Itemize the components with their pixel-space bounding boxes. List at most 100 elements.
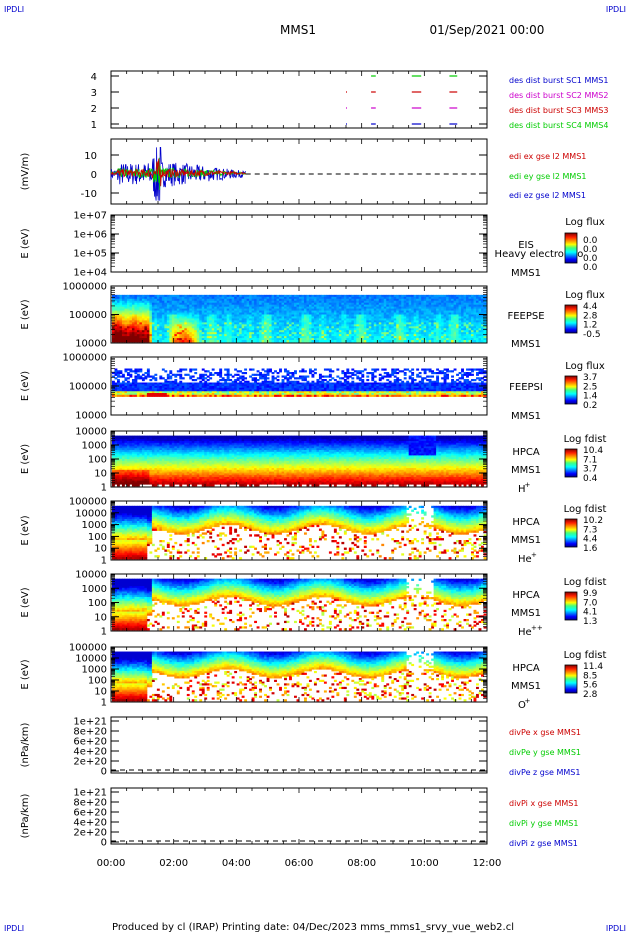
y-tick-label: 100: [88, 676, 107, 687]
y-tick-label: 1e+05: [73, 249, 107, 260]
instrument-label: HPCA: [512, 663, 540, 674]
colorbar-value: 7.1: [583, 455, 597, 465]
y-tick-label: 10000: [75, 427, 107, 438]
colorbar: [564, 664, 578, 694]
y-tick-label: 10000: [75, 508, 107, 519]
panel-frame: [110, 787, 488, 845]
colorbar-title: Log fdist: [564, 577, 607, 588]
efield-trace: [110, 157, 247, 191]
panel-edi-efield: (mV/m) -10 0 10 edi ex gse l2 MMS1 edi ey gse…: [20, 138, 587, 205]
colorbar-title: Log flux: [565, 290, 605, 301]
colorbar: [564, 232, 578, 264]
y-tick-label: 10: [94, 612, 107, 623]
spacecraft-label: MMS1: [511, 339, 541, 350]
y-tick-label: 1000000: [62, 282, 107, 293]
colorbar-value: 3.7: [583, 373, 597, 383]
species-label: H: [518, 484, 526, 495]
legend-entry: divPi y gse MMS1: [509, 819, 578, 828]
y-tick-label: 0: [101, 767, 107, 778]
spacecraft-label: MMS1: [511, 411, 541, 422]
colorbar-value: 4.4: [583, 535, 598, 545]
y-tick-label: 4: [91, 72, 97, 83]
efield-trace: [110, 147, 247, 201]
legend-entry: divPe z gse MMS1: [509, 768, 580, 777]
y-tick-label: 1: [101, 627, 107, 638]
spacecraft-label: MMS1: [511, 535, 541, 546]
colorbar-title: Log fdist: [564, 504, 607, 515]
colorbar: [564, 448, 578, 478]
legend-entry: divPe y gse MMS1: [509, 748, 581, 757]
y-tick-label: 6e+20: [73, 808, 107, 819]
y-tick-label: 1e+06: [73, 230, 107, 241]
colorbar-value: 8.5: [583, 671, 597, 681]
y-tick-label: 1000: [82, 441, 107, 452]
y-tick-label: 1000000: [62, 353, 107, 364]
charge-label: +: [525, 481, 531, 489]
y-tick-label: 1: [101, 483, 107, 494]
y-tick-label: 8e+20: [73, 727, 107, 738]
y-tick-label: 8e+20: [73, 798, 107, 809]
x-tick-label: 06:00: [285, 858, 314, 869]
y-tick-label: 4e+20: [73, 818, 107, 829]
instrument-label: EIS: [518, 240, 534, 251]
colorbar-value: 7.0: [583, 598, 598, 608]
y-tick-label: 100000: [69, 643, 107, 654]
legend-entry: divPi x gse MMS1: [509, 799, 578, 808]
legend-entry: edi ez gse l2 MMS1: [509, 191, 586, 200]
y-tick-label: 6e+20: [73, 737, 107, 748]
charge-label: +: [525, 697, 531, 705]
x-tick-label: 02:00: [159, 858, 188, 869]
x-tick-label: 12:00: [473, 858, 502, 869]
x-tick-label: 10:00: [410, 858, 439, 869]
y-tick-label: 1e+07: [73, 211, 107, 222]
y-tick-label: 1e+21: [73, 717, 107, 728]
y-axis-label: (mV/m): [20, 153, 31, 191]
colorbar-title: Log flux: [565, 217, 605, 228]
instrument-label: HPCA: [512, 447, 540, 458]
charge-label: +: [531, 551, 537, 559]
colorbar-value: 2.8: [583, 311, 598, 321]
y-axis-label: E (eV): [20, 299, 31, 329]
corner-label-right: IPDLI: [606, 5, 626, 14]
colorbar-value: 0.4: [583, 474, 598, 484]
instrument-label: FEEPSI: [509, 382, 543, 393]
colorbar-value: 1.4: [583, 392, 598, 402]
colorbar-value: 10.4: [583, 446, 603, 456]
panels: 1 2 3 4 des dist burst SC1 MMS1 des dist burs…: [20, 70, 608, 849]
y-axis-label: E (eV): [20, 371, 31, 401]
instrument-label: HPCA: [512, 590, 540, 601]
y-axis-label: (nPa/km): [20, 794, 31, 839]
instrument-label: HPCA: [512, 517, 540, 528]
spacecraft-label: MMS1: [511, 268, 541, 279]
colorbar: [564, 375, 578, 405]
y-tick-label: 1000: [82, 665, 107, 676]
species-label: He: [518, 554, 532, 565]
panel-hpca-he2: E (eV) 10000 1000 100 10 1 HPCA MMS1 He ++ Log fdi…: [20, 570, 606, 639]
y-tick-label: -10: [81, 189, 97, 200]
colorbar-value: 0.0: [583, 254, 598, 264]
y-tick-label: 1000: [82, 520, 107, 531]
legend-entry: divPi z gse MMS1: [509, 839, 578, 848]
y-tick-label: 1: [101, 698, 107, 709]
colorbar-value: 11.4: [583, 662, 603, 672]
colorbar-value: 0.0: [583, 236, 598, 246]
y-tick-label: 1e+04: [73, 268, 107, 279]
colorbar-value: 1.3: [583, 617, 597, 627]
spacecraft-label: MMS1: [511, 608, 541, 619]
colorbar-value: 0.0: [583, 263, 598, 273]
panel-hpca-h: E (eV) 10000 1000 100 10 1 HPCA MMS1 H+ Log fdist…: [20, 427, 606, 496]
y-tick-label: 10: [94, 469, 107, 480]
spacecraft-title: MMS1: [280, 23, 316, 37]
panel-feepsi: E (eV) 1000000 100000 10000 FEEPSI MMS1 Log fl…: [20, 353, 605, 423]
y-tick-label: 10: [84, 151, 97, 162]
spacecraft-label: MMS1: [511, 465, 541, 476]
y-tick-label: 10000: [75, 339, 107, 350]
colorbar-value: 4.4: [583, 302, 598, 312]
time-axis: 00:00 02:00 04:00 06:00 08:00 10:00 12:00: [97, 858, 502, 869]
y-tick-label: 1e+21: [73, 788, 107, 799]
colorbar-value: 1.6: [583, 544, 598, 554]
footer-credits: Produced by cl (IRAP) Printing date: 04/…: [112, 922, 514, 933]
